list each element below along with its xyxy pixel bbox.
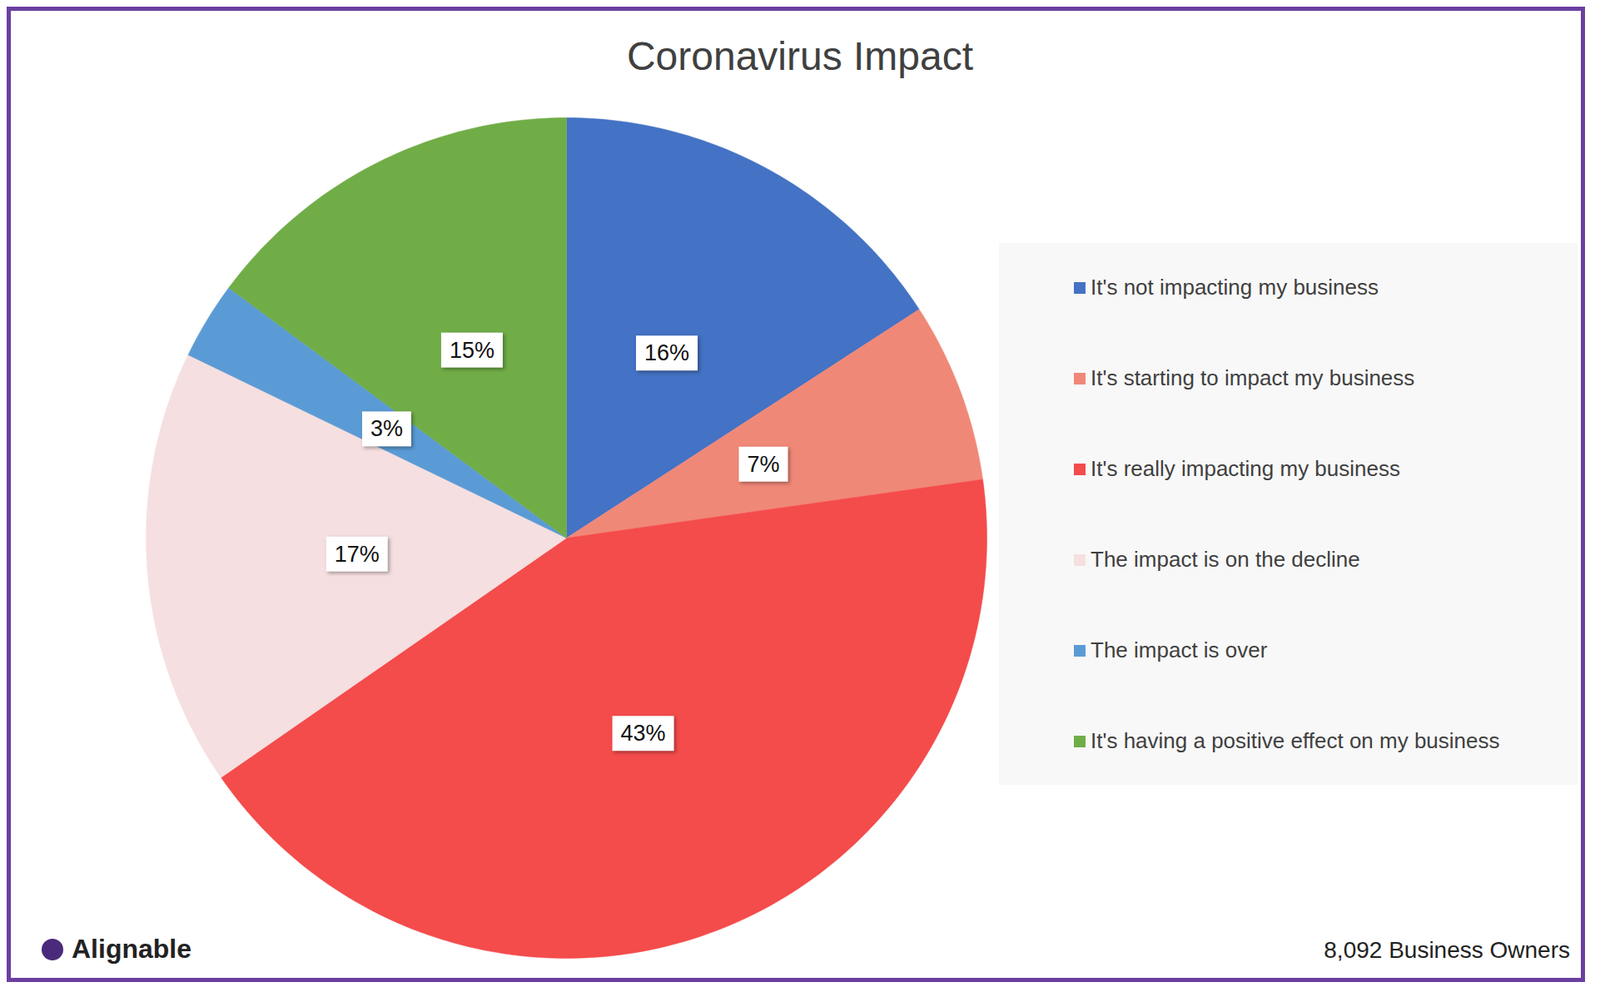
html-text:Alignable: Alignable — [71, 934, 192, 964]
html-text:It's not impacting my business: It's not impacting my business — [1090, 274, 1379, 300]
html-text:Coronavirus Impact: Coronavirus Impact — [626, 34, 974, 79]
svg-text:17%: 17% — [334, 541, 380, 567]
svg-text:7%: 7% — [747, 452, 781, 478]
svg-text:16%: 16% — [644, 340, 690, 366]
svg-text:43%: 43% — [621, 720, 666, 746]
html-text:8,092 Business Owners: 8,092 Business Owners — [1323, 937, 1571, 964]
svg-text:15%: 15% — [449, 337, 495, 363]
html-text:It's really impacting my busin: It's really impacting my business — [1090, 456, 1401, 482]
html-text:The impact is on the decline: The impact is on the decline — [1090, 546, 1360, 572]
svg-text:3%: 3% — [370, 416, 403, 442]
html-text:The impact is over: The impact is over — [1090, 637, 1268, 663]
html-text:It's having a positive effect: It's having a positive effect on my busi… — [1090, 728, 1500, 754]
html-text:It's starting to impact my bus: It's starting to impact my business — [1090, 365, 1415, 391]
